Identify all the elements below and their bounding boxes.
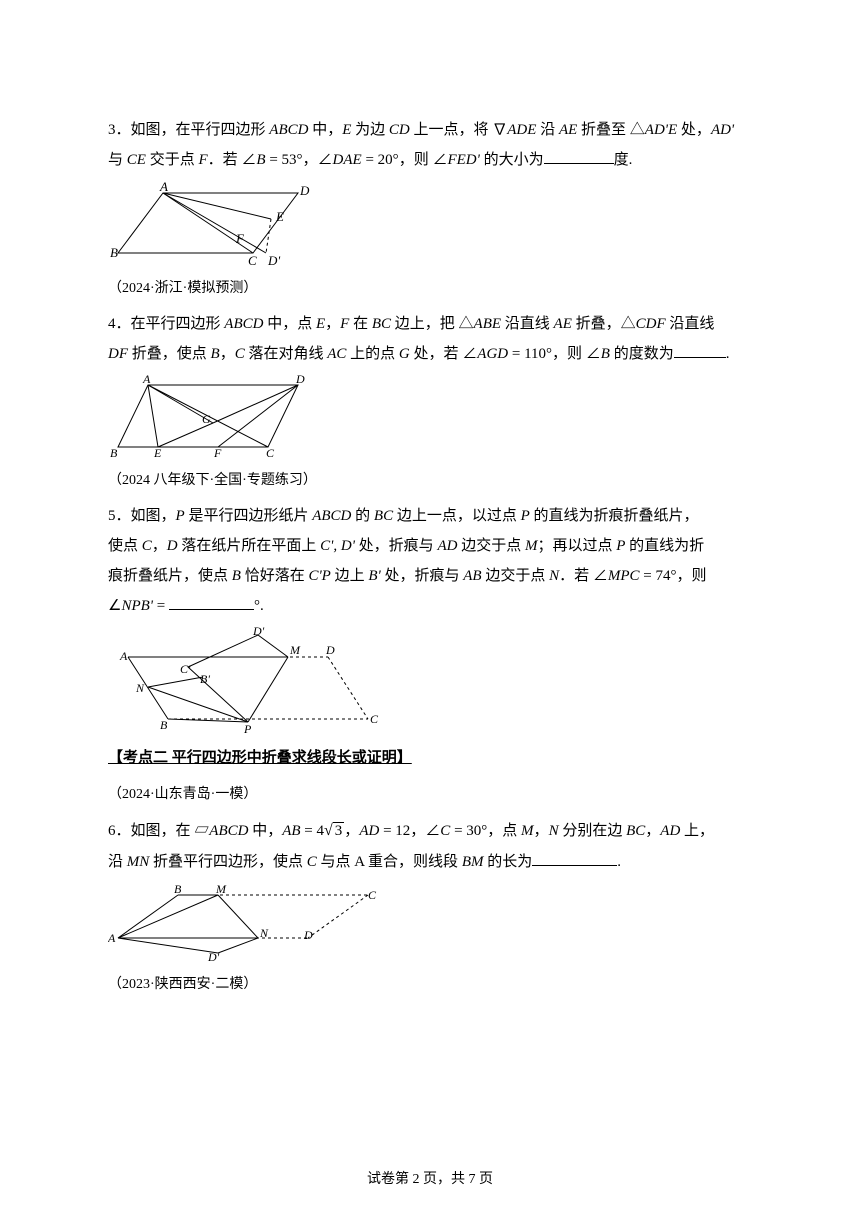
svg-text:A: A xyxy=(119,649,128,663)
section-title-2: 【考点二 平行四边形中折叠求线段长或证明】 xyxy=(108,743,752,773)
q3-blank xyxy=(544,149,614,164)
q6-num: 6． xyxy=(108,823,131,839)
svg-text:C': C' xyxy=(180,662,191,676)
svg-text:B': B' xyxy=(200,672,210,686)
svg-text:C: C xyxy=(266,446,275,459)
svg-text:A: A xyxy=(108,931,116,945)
figure-q3: A D E B F C D' xyxy=(108,181,752,267)
question-6: 6．如图，在 ▱ABCD 中，AB = 4√3，AD = 12，∠C = 30°… xyxy=(108,815,752,877)
svg-text:C: C xyxy=(370,712,379,726)
svg-text:B: B xyxy=(110,245,118,260)
svg-text:D: D xyxy=(325,643,335,657)
q6-blank xyxy=(532,851,617,866)
svg-text:N: N xyxy=(259,926,269,940)
q4-blank xyxy=(674,343,726,358)
svg-text:A: A xyxy=(142,375,151,386)
question-4: 4．在平行四边形 ABCD 中，点 E，F 在 BC 边上，把 △ABE 沿直线… xyxy=(108,309,752,369)
svg-text:D': D' xyxy=(207,950,220,963)
page-footer: 试卷第 2 页，共 7 页 xyxy=(0,1168,860,1188)
svg-text:F: F xyxy=(213,446,222,459)
svg-text:B: B xyxy=(160,718,168,732)
svg-text:B: B xyxy=(174,883,182,896)
q5-num: 5． xyxy=(108,508,131,524)
svg-text:F: F xyxy=(235,231,245,246)
svg-text:D': D' xyxy=(267,253,280,267)
svg-text:D: D xyxy=(295,375,305,386)
svg-text:C: C xyxy=(368,888,377,902)
svg-text:D: D xyxy=(303,928,313,942)
svg-text:G: G xyxy=(202,412,211,426)
question-3: 3．如图，在平行四边形 ABCD 中，E 为边 CD 上一点，将 ∇ADE 沿 … xyxy=(108,115,752,175)
source-4: （2023·陕西西安·二模） xyxy=(108,971,752,999)
svg-text:M: M xyxy=(289,643,301,657)
q4-num: 4． xyxy=(108,316,131,332)
figure-q5: A D' M D C' B' N B P C xyxy=(108,627,752,737)
svg-text:E: E xyxy=(153,446,162,459)
svg-text:C: C xyxy=(248,253,257,267)
svg-text:P: P xyxy=(243,722,252,736)
question-5: 5．如图，P 是平行四边形纸片 ABCD 的 BC 边上一点，以过点 P 的直线… xyxy=(108,501,752,621)
figure-q4: A D B E F C G xyxy=(108,375,752,459)
q3-num: 3． xyxy=(108,122,131,138)
figure-q6: B M C A N D D' xyxy=(108,883,752,963)
q5-blank xyxy=(169,595,254,610)
svg-text:A: A xyxy=(159,181,168,194)
source-3: （2024·山东青岛·一模） xyxy=(108,781,752,809)
source-1: （2024·浙江·模拟预测） xyxy=(108,275,752,303)
svg-text:B: B xyxy=(110,446,118,459)
svg-text:N: N xyxy=(135,681,145,695)
source-2: （2024 八年级下·全国·专题练习） xyxy=(108,467,752,495)
svg-text:M: M xyxy=(215,883,227,896)
svg-text:E: E xyxy=(275,209,284,224)
svg-text:D': D' xyxy=(252,627,265,638)
svg-text:D: D xyxy=(299,183,310,198)
